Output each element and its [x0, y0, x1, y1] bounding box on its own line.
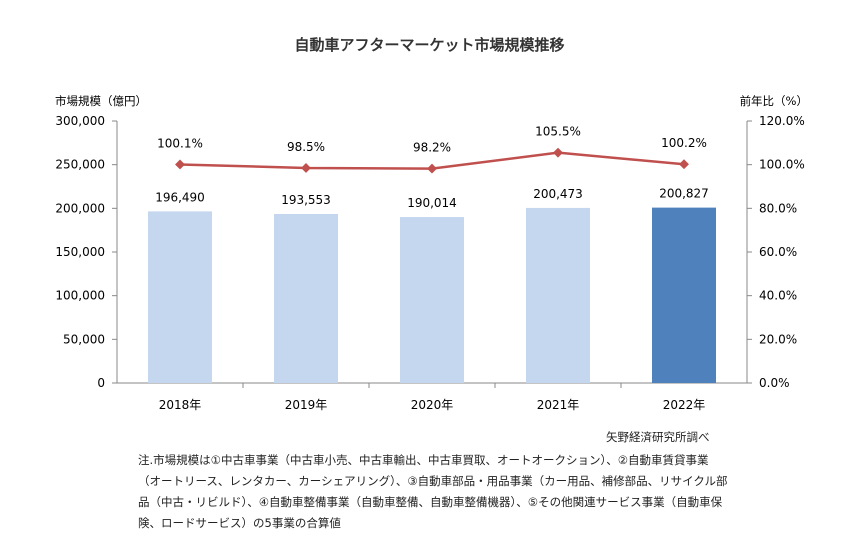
chart-title: 自動車アフターマーケット市場規模推移 — [294, 36, 565, 54]
right-tick-label: 0.0% — [759, 376, 790, 390]
left-tick-label: 250,000 — [55, 158, 105, 172]
bar-label: 200,473 — [533, 187, 583, 201]
right-tick-label: 20.0% — [759, 332, 797, 346]
x-tick-label: 2021年 — [537, 398, 580, 412]
right-tick-label: 100.0% — [759, 158, 805, 172]
bar-label: 196,490 — [155, 190, 205, 204]
left-tick-label: 100,000 — [55, 289, 105, 303]
line-label: 100.1% — [157, 136, 203, 150]
left-tick-label: 200,000 — [55, 201, 105, 215]
source-text: 矢野経済研究所調べ — [606, 430, 710, 444]
line-label: 105.5% — [535, 125, 581, 139]
line-point — [427, 163, 437, 174]
bar — [652, 207, 716, 383]
x-tick-label: 2022年 — [663, 398, 706, 412]
x-tick-label: 2019年 — [285, 398, 328, 412]
right-tick-label: 120.0% — [759, 114, 805, 128]
left-tick-label: 300,000 — [55, 114, 105, 128]
x-tick-label: 2018年 — [159, 398, 202, 412]
left-axis-label: 市場規模（億円） — [55, 94, 147, 108]
bar — [148, 211, 212, 383]
bar-label: 190,014 — [407, 196, 457, 210]
right-tick-label: 80.0% — [759, 201, 797, 215]
line-point — [301, 162, 311, 173]
bar-label: 193,553 — [281, 193, 331, 207]
bar — [400, 217, 464, 383]
line-label: 98.5% — [287, 140, 325, 154]
left-tick-label: 50,000 — [63, 332, 105, 346]
right-tick-label: 60.0% — [759, 245, 797, 259]
bar-label: 200,827 — [659, 187, 709, 201]
x-tick-label: 2020年 — [411, 398, 454, 412]
footnote: 注.市場規模は①中古車事業（中古車小売、中古車輸出、中古車買取、オートオークショ… — [138, 453, 728, 530]
line-point — [175, 159, 185, 170]
line-point — [553, 147, 563, 158]
left-tick-label: 150,000 — [55, 245, 105, 259]
line-label: 100.2% — [661, 136, 707, 150]
left-tick-label: 0 — [97, 376, 105, 390]
right-axis-label: 前年比（%） — [740, 94, 808, 108]
line-point — [679, 159, 689, 170]
bar — [526, 207, 590, 383]
right-tick-label: 40.0% — [759, 289, 797, 303]
line-label: 98.2% — [413, 141, 451, 155]
bar — [274, 213, 338, 383]
